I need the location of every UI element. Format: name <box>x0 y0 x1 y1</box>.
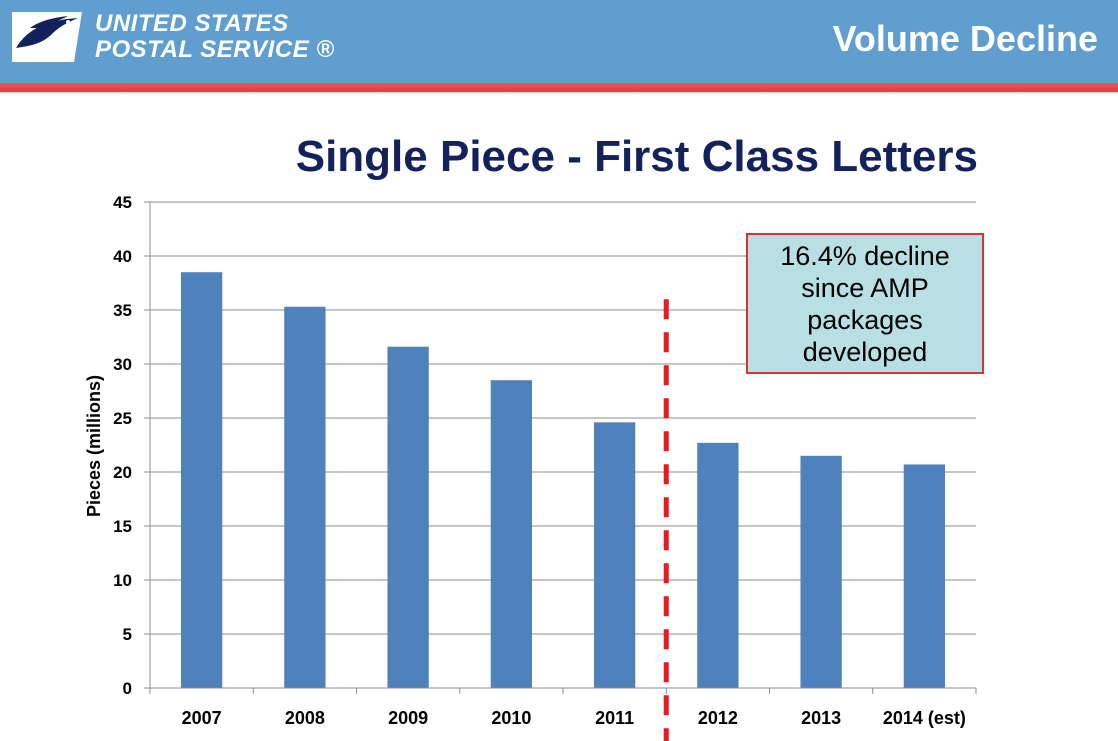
y-tick-label-15: 15 <box>113 517 132 536</box>
bar-2007 <box>180 272 223 688</box>
axes <box>149 202 976 689</box>
x-tick-label-2013: 2013 <box>801 708 841 728</box>
x-tick-label-2007: 2007 <box>182 708 222 728</box>
bars <box>180 272 946 688</box>
y-tick-label-30: 30 <box>113 355 132 374</box>
x-tick-label-2010: 2010 <box>491 708 531 728</box>
logo-text-line2: POSTAL SERVICE ® <box>95 36 335 63</box>
header-red-rule <box>0 83 1118 92</box>
y-tick-label-10: 10 <box>113 571 132 590</box>
bar-2014-est- <box>903 464 946 688</box>
header-bar: UNITED STATES POSTAL SERVICE ® Volume De… <box>0 0 1118 83</box>
usps-logo: UNITED STATES POSTAL SERVICE ® <box>8 8 334 68</box>
y-tick-label-40: 40 <box>113 247 132 266</box>
eagle-icon <box>12 12 82 62</box>
y-tick-label-5: 5 <box>123 625 132 644</box>
bar-2008 <box>284 306 326 688</box>
x-tick-label-2011: 2011 <box>595 708 634 728</box>
y-tick-labels: 0 5 10 15 20 25 30 35 40 45 <box>113 193 132 698</box>
x-tick-label-2014-est-: 2014 (est) <box>883 708 966 728</box>
bar-2009 <box>387 346 429 688</box>
x-tick-label-2009: 2009 <box>388 708 428 728</box>
bar-2010 <box>490 380 533 688</box>
bar-2012 <box>697 442 739 688</box>
x-tick-label-2012: 2012 <box>698 708 738 728</box>
y-tick-label-35: 35 <box>113 301 132 320</box>
header-title: Volume Decline <box>832 18 1098 59</box>
header-rule-shadow <box>0 92 1118 95</box>
x-tick-label-2008: 2008 <box>285 708 325 728</box>
chart-title: Single Piece - First Class Letters <box>295 132 978 181</box>
y-tick-label-45: 45 <box>113 193 132 212</box>
bar-2013 <box>800 455 842 688</box>
decline-callout: 16.4% decline since AMP packages develop… <box>746 233 984 374</box>
x-tick-labels: 2007 2008 2009 2010 2011 2012 2013 2014 (est) <box>182 708 966 728</box>
callout-text: 16.4% decline since AMP packages develop… <box>780 240 950 367</box>
y-tick-label-0: 0 <box>123 679 132 698</box>
bar-2011 <box>593 422 636 688</box>
y-tick-label-20: 20 <box>113 463 132 482</box>
y-tick-label-25: 25 <box>113 409 132 428</box>
logo-text-line1: UNITED STATES <box>95 10 289 37</box>
y-axis-label: Pieces (millions) <box>84 375 104 517</box>
